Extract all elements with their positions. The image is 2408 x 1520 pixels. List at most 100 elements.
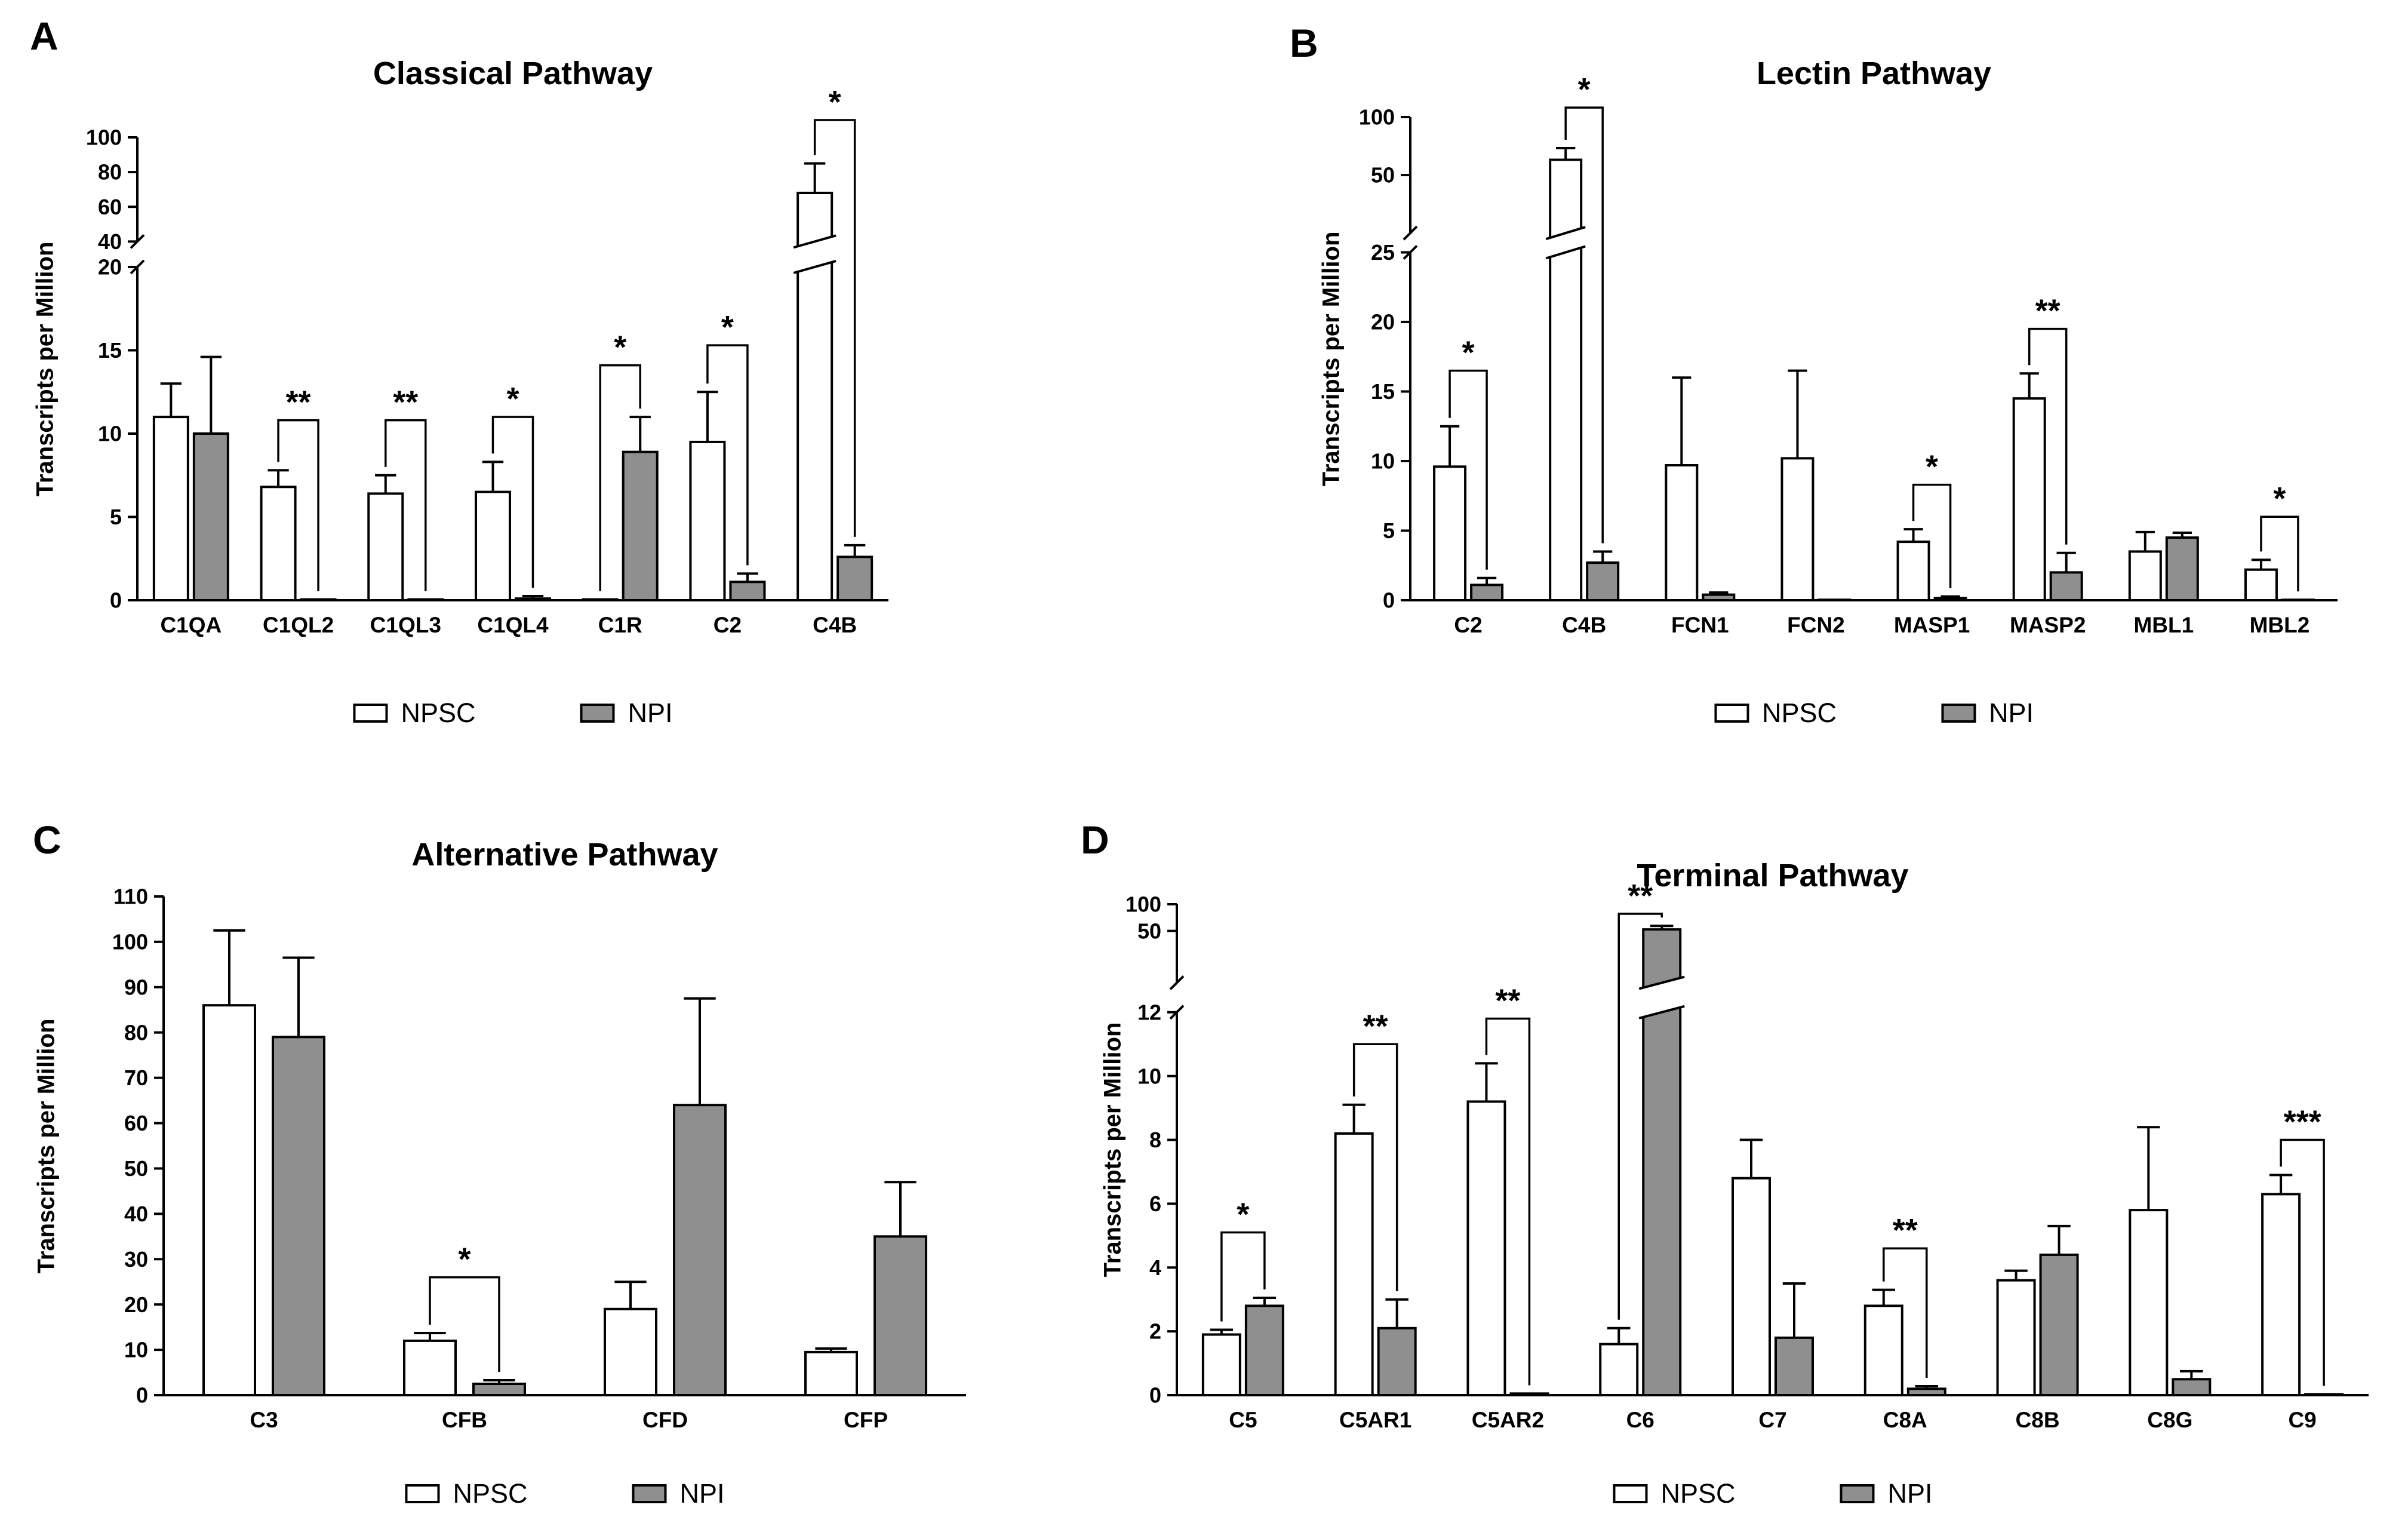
legend-item-npi: NPI bbox=[580, 698, 673, 729]
y-tick-label: 50 bbox=[1371, 163, 1395, 188]
bar-break-line bbox=[1638, 1005, 1685, 1020]
category-label: C5AR2 bbox=[1472, 1408, 1544, 1432]
legend-swatch-npsc bbox=[1613, 1484, 1648, 1503]
category-label: C1QA bbox=[160, 613, 222, 637]
category-label: C4B bbox=[813, 613, 857, 637]
significance-bracket bbox=[813, 119, 856, 537]
y-tick-label: 60 bbox=[98, 195, 122, 219]
legend-item-npsc: NPSC bbox=[405, 1478, 528, 1509]
category-label: C2 bbox=[1454, 613, 1482, 637]
legend-item-npi: NPI bbox=[632, 1478, 725, 1509]
bar-npsc-mbl2 bbox=[2244, 568, 2278, 601]
y-tick-label: 2 bbox=[1149, 1319, 1161, 1344]
significance-stars: * bbox=[1462, 335, 1475, 371]
legend-label-npi: NPI bbox=[679, 1478, 725, 1509]
bar-npi-c3 bbox=[272, 1036, 325, 1396]
category-label: C7 bbox=[1758, 1408, 1786, 1432]
y-tick-label: 80 bbox=[98, 160, 122, 185]
bar-npsc-c1qa bbox=[152, 416, 189, 601]
panel-terminal-pathway: D Terminal Pathway Transcripts per Milli… bbox=[1051, 806, 2394, 1520]
bar-npsc-cfd bbox=[604, 1307, 657, 1396]
significance-stars: ** bbox=[393, 385, 418, 420]
bar-npi-masp1 bbox=[1933, 597, 1967, 602]
panel-letter: D bbox=[1081, 818, 1109, 862]
y-tick-label: 10 bbox=[1137, 1064, 1161, 1088]
legend-label-npsc: NPSC bbox=[453, 1478, 528, 1509]
chart-title: Lectin Pathway bbox=[1756, 56, 1992, 91]
legend-swatch-npi bbox=[632, 1484, 667, 1503]
significance-bracket bbox=[1352, 1043, 1398, 1291]
bar-break-gap bbox=[1546, 227, 1586, 259]
bar-npsc-mbl1 bbox=[2128, 550, 2162, 602]
y-tick-label: 0 bbox=[1383, 588, 1395, 613]
y-tick-label: 5 bbox=[1383, 518, 1395, 543]
panel-lectin-pathway: B Lectin Pathway Transcripts per Million… bbox=[1272, 12, 2394, 747]
chart-title: Alternative Pathway bbox=[411, 837, 718, 873]
bar-npi-c1qa bbox=[192, 432, 229, 601]
significance-stars: *** bbox=[2284, 1104, 2321, 1140]
y-tick-label: 20 bbox=[98, 255, 122, 280]
panel-alternative-pathway: C Alternative Pathway Transcripts per Mi… bbox=[18, 806, 997, 1520]
y-tick-label: 40 bbox=[98, 229, 122, 254]
category-label: C1QL2 bbox=[263, 613, 334, 637]
significance-bracket bbox=[385, 419, 427, 591]
bar-npsc-c3 bbox=[202, 1004, 256, 1396]
legend-swatch-npi bbox=[580, 704, 615, 723]
bar-npsc-c8g bbox=[2129, 1209, 2169, 1397]
bar-npsc-c1ql4 bbox=[475, 490, 511, 602]
bar-npi-c7 bbox=[1775, 1336, 1814, 1396]
bar-npi-c8b bbox=[2039, 1253, 2079, 1397]
panel-letter: C bbox=[33, 818, 61, 862]
bar-break-gap bbox=[1639, 977, 1685, 1018]
bar-npi-fcn1 bbox=[1702, 593, 1736, 601]
bar-npi-c1r bbox=[622, 450, 659, 601]
bar-npsc-c5 bbox=[1201, 1333, 1241, 1396]
bar-npi-c1ql4 bbox=[515, 597, 551, 602]
significance-stars: * bbox=[721, 309, 734, 345]
y-tick-label: 15 bbox=[1371, 379, 1395, 404]
legend-swatch-npi bbox=[1840, 1484, 1875, 1503]
bar-npi-c2 bbox=[1470, 584, 1504, 601]
y-tick-label: 60 bbox=[124, 1111, 148, 1135]
bar-npsc-c1ql2 bbox=[260, 486, 297, 602]
bar-npsc-c6 bbox=[1599, 1343, 1639, 1397]
y-tick-label: 0 bbox=[136, 1383, 148, 1408]
legend-swatch-npsc bbox=[405, 1484, 440, 1503]
significance-bracket bbox=[277, 419, 319, 591]
bar-npsc-fcn2 bbox=[1780, 457, 1815, 601]
y-tick-label: 20 bbox=[1371, 310, 1395, 334]
bar-npi-c8a bbox=[1906, 1387, 1946, 1397]
category-label: CFD bbox=[642, 1408, 688, 1432]
bar-npsc-fcn1 bbox=[1665, 463, 1699, 601]
category-label: MASP2 bbox=[2010, 613, 2086, 637]
bar-npsc-c9 bbox=[2261, 1193, 2301, 1396]
bar-break-line bbox=[1638, 975, 1685, 990]
chart-legend: NPSC NPI bbox=[353, 698, 673, 729]
legend-label-npsc: NPSC bbox=[401, 698, 476, 728]
y-tick-label: 0 bbox=[1149, 1383, 1161, 1408]
bar-npsc-c7 bbox=[1732, 1177, 1771, 1396]
y-tick-label: 50 bbox=[124, 1156, 148, 1181]
significance-stars: ** bbox=[1893, 1212, 1918, 1248]
legend-label-npi: NPI bbox=[628, 698, 673, 728]
chart-canvas: 0 10 20 30 40 50 60 70 80 90 100 110 C3 CFB CFD CFP * bbox=[112, 885, 966, 1432]
legend-item-npsc: NPSC bbox=[353, 698, 476, 729]
bar-npi-c4b bbox=[1586, 561, 1620, 602]
legend-item-npsc: NPSC bbox=[1714, 698, 1837, 729]
bar-npi-cfp bbox=[874, 1235, 927, 1396]
y-tick-label: 100 bbox=[112, 930, 148, 954]
category-label: FCN2 bbox=[1787, 613, 1845, 637]
bar-npi-c5ar1 bbox=[1377, 1326, 1417, 1396]
category-label: C2 bbox=[714, 613, 742, 637]
bar-npi-c2 bbox=[729, 581, 766, 601]
y-tick-label: 80 bbox=[124, 1020, 148, 1045]
y-tick-label: 20 bbox=[124, 1292, 148, 1317]
bar-npsc-c5ar1 bbox=[1334, 1132, 1374, 1396]
legend-item-npi: NPI bbox=[1840, 1478, 1933, 1509]
category-label: MASP1 bbox=[1894, 613, 1970, 637]
bar-npsc-c1ql3 bbox=[367, 492, 404, 601]
significance-stars: ** bbox=[286, 385, 311, 420]
panel-classical-pathway: A Classical Pathway Transcripts per Mill… bbox=[18, 12, 931, 747]
significance-stars: ** bbox=[1628, 878, 1653, 914]
category-label: C9 bbox=[2288, 1408, 2316, 1432]
